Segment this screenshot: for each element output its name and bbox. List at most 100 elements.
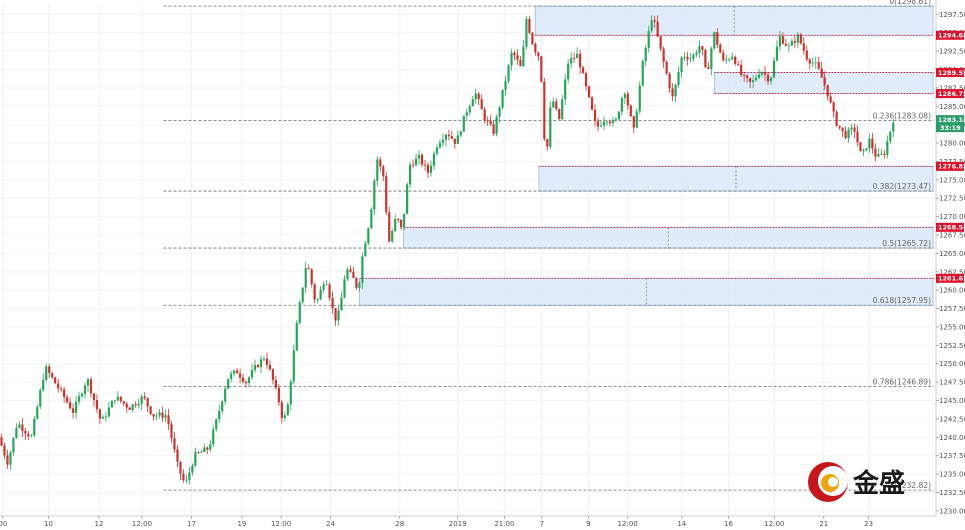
candle-body — [579, 53, 582, 68]
candle-body — [546, 138, 549, 147]
candle-body — [68, 402, 72, 409]
x-tick-label: 24 — [326, 520, 335, 528]
current-price-tag — [936, 115, 964, 133]
candle-body — [674, 84, 677, 97]
logo-inner-cut — [828, 477, 838, 487]
candle-body — [704, 49, 707, 68]
candle-body — [570, 58, 573, 64]
candle-body — [241, 377, 245, 382]
candle-body — [15, 427, 18, 438]
candle-body — [394, 218, 397, 232]
candle-body — [564, 79, 567, 100]
candle-body — [543, 81, 546, 139]
candle-body — [170, 424, 173, 439]
candle-body — [295, 322, 298, 351]
candle-body — [892, 122, 895, 132]
candle-body — [525, 18, 528, 47]
candle-body — [429, 165, 433, 173]
y-tick-label: 1280.00 — [939, 140, 965, 148]
candle-body — [698, 46, 701, 53]
brand-name: 金盛 — [852, 468, 905, 499]
x-tick-label: 16 — [724, 520, 733, 528]
candle-body — [400, 219, 403, 228]
candle-body — [617, 111, 620, 120]
candle-body — [149, 406, 152, 415]
candle-body — [292, 350, 295, 382]
candle-body — [21, 424, 24, 431]
y-tick-label: 1247.50 — [939, 379, 965, 387]
candle-body — [167, 415, 170, 425]
y-tick-label: 1240.00 — [939, 434, 965, 442]
candle-body — [391, 231, 394, 242]
candle-body — [74, 401, 78, 413]
candle-body — [411, 164, 415, 166]
candle-body — [644, 47, 647, 62]
candle-body — [811, 62, 814, 64]
candle-body — [638, 85, 641, 112]
candle-body — [486, 120, 489, 122]
candle-body — [820, 68, 823, 78]
y-tick-label: 1272.50 — [939, 195, 965, 203]
candle-body — [218, 410, 221, 420]
y-tick-label: 1285.00 — [939, 103, 965, 111]
candle-body — [158, 412, 161, 416]
candle-body — [668, 73, 671, 89]
candle-body — [573, 58, 576, 59]
candle-body — [265, 358, 269, 365]
candle-body — [540, 56, 543, 82]
candle-body — [626, 93, 629, 106]
candle-body — [581, 67, 585, 74]
y-tick-label: 1235.00 — [939, 471, 965, 479]
candle-body — [236, 370, 239, 374]
candle-body — [838, 125, 841, 128]
candle-body — [39, 390, 42, 407]
candle-body — [772, 60, 776, 78]
candle-body — [656, 21, 659, 37]
current-price-label: 1283.18 — [938, 116, 965, 124]
candle-body — [757, 74, 761, 78]
candle-body — [197, 452, 200, 453]
candle-body — [650, 20, 653, 31]
candle-body — [107, 407, 110, 417]
candle-body — [680, 57, 683, 73]
candle-body — [561, 99, 564, 120]
candle-body — [125, 403, 128, 408]
candle-body — [877, 154, 880, 157]
candle-body — [119, 396, 122, 402]
x-tick-label: 7 — [539, 520, 543, 528]
candle-body — [301, 287, 304, 303]
candle-body — [769, 77, 773, 82]
candle-body — [173, 438, 176, 450]
y-tick-label: 1297.50 — [939, 11, 965, 19]
candle-body — [310, 269, 313, 285]
y-tick-label: 1275.00 — [939, 176, 965, 184]
candle-body — [883, 153, 886, 155]
candle-body — [763, 72, 767, 75]
x-tick-label: 12:00 — [271, 520, 291, 528]
candle-body — [611, 120, 615, 124]
candle-body — [227, 378, 230, 389]
y-tick-label: 1265.00 — [939, 250, 965, 258]
candle-body — [507, 65, 510, 82]
candle-body — [215, 419, 218, 430]
candle-body — [137, 403, 140, 406]
candle-body — [710, 48, 713, 69]
candle-body — [659, 36, 662, 49]
candle-body — [620, 98, 623, 112]
candle-body — [835, 111, 838, 126]
candle-body — [567, 63, 570, 80]
candle-body — [510, 52, 513, 66]
candle-body — [185, 479, 188, 481]
candle-body — [498, 107, 501, 117]
x-tick-label: 12:00 — [618, 520, 638, 528]
candle-body — [459, 131, 462, 136]
candle-body — [367, 228, 370, 244]
candle-body — [558, 109, 561, 120]
candle-body — [593, 109, 597, 122]
candle-body — [316, 299, 319, 301]
price-tag-label: 1268.54 — [938, 224, 965, 232]
candle-body — [590, 97, 594, 110]
candle-body — [587, 86, 591, 98]
candle-body — [808, 59, 811, 64]
